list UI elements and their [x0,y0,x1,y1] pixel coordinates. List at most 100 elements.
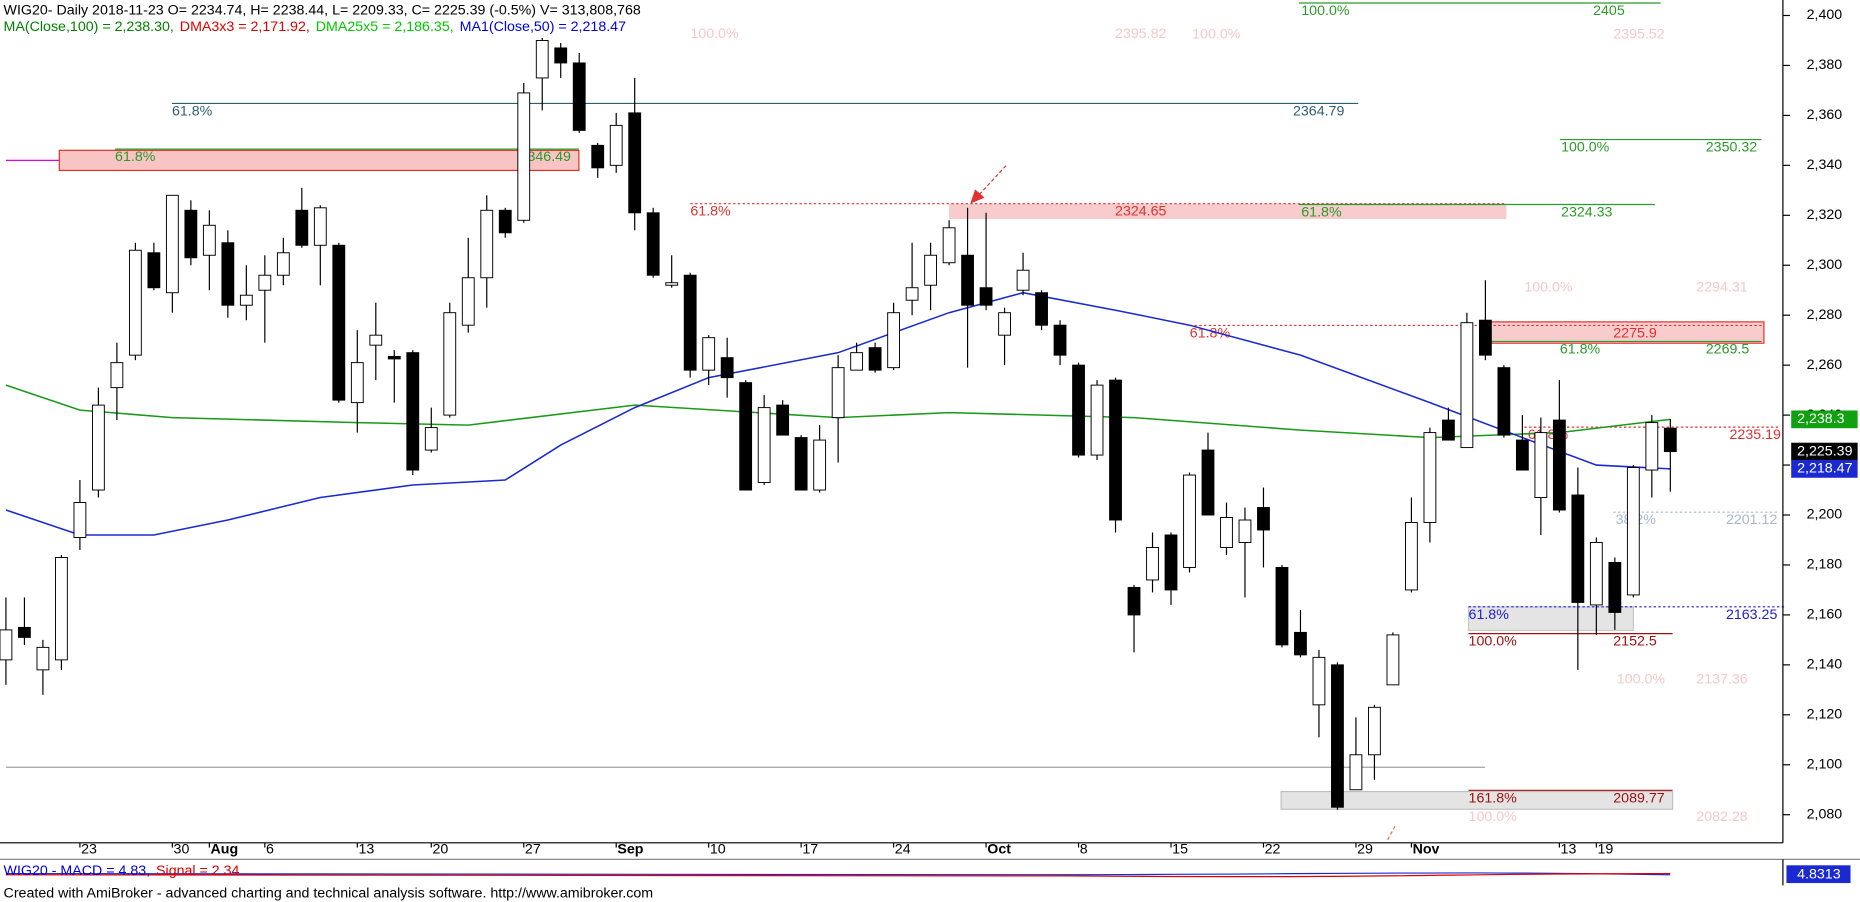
candle-body [1183,474,1196,568]
header-indicators: MA(Close,100) = 2,238.30, DMA3x3 = 2,171.… [4,19,627,35]
main-layer [0,37,1677,810]
candle-body [535,39,549,79]
zone-box [948,203,1507,220]
candle-body [1109,379,1122,521]
candle-body [147,252,161,289]
candle-body [831,367,845,419]
candle-body [905,287,919,301]
candle-body [720,357,734,379]
candle-body [1478,319,1492,356]
candle-body [961,254,974,306]
fib-price: 2269.5 [1706,341,1750,357]
candle-body [1220,517,1233,548]
candle-body [0,629,13,661]
candle-body [1589,542,1603,606]
candle-body [128,249,142,356]
candle-body [1035,292,1048,326]
fib-level: 161.8% [1469,790,1518,806]
price-tag: 2,238.3 [1797,411,1845,427]
candle-body [979,287,993,306]
macd-tag: 4.8313 [1797,867,1841,883]
fib-level: 100.0% [1469,634,1518,650]
candle-body [1238,519,1252,543]
x-tick-label: 19 [1598,842,1614,858]
candle-body [1515,439,1529,471]
candle-body [850,352,864,371]
candle-body [1331,664,1344,808]
candle-body [1257,507,1270,531]
macd-title: WIG20 - MACD = 4.83, Signal = 2.34 [4,863,240,879]
fib-level: 100.0% [1301,3,1350,19]
x-tick-label: 6 [266,842,274,858]
y-tick-label: 2,120 [1807,707,1843,723]
price-tag-box [1791,410,1858,429]
fib-price: 2364.79 [1293,103,1344,119]
fib-price: 2324.65 [1115,204,1166,220]
candle-body [702,337,716,371]
fib-level: 61.8% [1190,325,1231,341]
x-tick-label: 22 [1265,842,1281,858]
y-tick-label: 2,180 [1807,557,1843,573]
candle-body [554,47,568,64]
candle-body [1405,522,1418,591]
candle-body [1552,419,1566,511]
macd-tag-box [1786,865,1851,884]
y-tick-label: 2,100 [1807,757,1843,773]
x-tick-label: 8 [1080,842,1088,858]
back-layer: 61.8% 2364.79 100.0% 2405 100.0% 2395.82 100.0… [5,2,1786,825]
fib-level: 61.8% [115,149,156,165]
candle-body [646,212,660,276]
candle-body [1294,631,1307,656]
fib-price: 2152.5 [1613,634,1657,650]
candle-body [1349,754,1363,791]
fib-level: 61.8% [1560,341,1601,357]
candle-body [665,282,679,286]
candle-body [887,312,901,369]
fib-price: 2082.28 [1696,809,1747,825]
fib-price: 2346.49 [520,149,571,165]
indicator-label: MA1(Close,50) = 2,218.47 [460,19,626,35]
fib-level: 61.8% [1301,205,1342,221]
candle-body [36,646,50,671]
x-tick-label: 15 [1172,842,1188,858]
fib-price: 2405 [1593,3,1625,19]
candle-body [813,439,827,491]
candle-body [1053,324,1067,356]
indicator-label: DMA25x5 = 2,186.35, [316,19,454,35]
candle-body [1146,547,1159,581]
zone-box [58,149,580,172]
fib-price: 2350.32 [1706,140,1757,156]
candle-body [1164,534,1178,591]
arrow-line [977,165,1007,197]
candle-body [110,362,124,389]
candle-body [184,209,198,259]
candle-body [369,334,383,346]
fib-level: 61.8% [690,204,731,220]
candle-body [1275,566,1289,646]
candle-body [461,277,475,326]
fib-price: 2235.19 [1730,427,1781,443]
candle-body [794,437,808,491]
x-tick-label: Sep [617,842,643,858]
candle-body [1368,706,1381,756]
y-tick-label: 2,200 [1807,507,1843,523]
x-tick-label: 17 [802,842,818,858]
y-tick-label: 2,080 [1807,806,1843,822]
x-tick-label: 24 [895,842,911,858]
y-tick-label: 2,280 [1807,307,1843,323]
fib-level: 61.8% [172,103,213,119]
candle-body [165,194,179,294]
candle-body [628,112,642,214]
footer: Created with AmiBroker - advanced charti… [4,885,654,901]
fib-price: 2163.25 [1726,607,1777,623]
candle-body [276,252,290,276]
y-tick-label: 2,160 [1807,607,1843,623]
macd-label: WIG20 - MACD = 4.83, [4,863,151,879]
candle-body [683,274,697,371]
moving-average [5,291,1671,536]
x-tick-label: Nov [1413,842,1440,858]
candle-body [572,62,586,131]
candle-body [1441,419,1455,441]
y-tick-label: 2,360 [1807,107,1843,123]
